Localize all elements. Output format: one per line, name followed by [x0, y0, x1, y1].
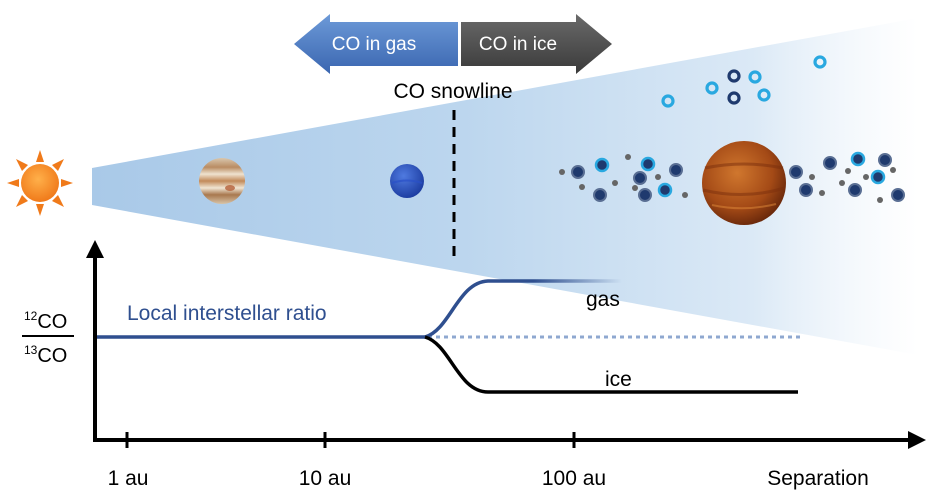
ice-grains — [661, 55, 827, 108]
x-tick-label: 10 au — [299, 467, 352, 490]
gas-curve-label: gas — [586, 288, 620, 311]
ylabel-bottom: CO — [37, 345, 67, 367]
svg-text:13CO: 13CO — [24, 343, 67, 367]
jupiter-like-planet-icon — [199, 158, 245, 204]
y-axis-label: 12CO 13CO — [22, 309, 74, 367]
neptune-like-planet-icon — [390, 164, 424, 198]
co-in-ice-label: CO in ice — [479, 34, 557, 55]
co-in-gas-label: CO in gas — [332, 34, 416, 55]
local-ratio-label: Local interstellar ratio — [127, 302, 327, 325]
ylabel-bottom-sup: 13 — [24, 343, 38, 357]
co-in-gas-arrow: CO in gas — [294, 14, 458, 74]
plot-axes — [86, 240, 926, 449]
ylabel-top: CO — [37, 311, 67, 333]
ice-curve-label: ice — [605, 368, 632, 391]
x-tick-label: 100 au — [542, 467, 606, 490]
x-axis-label: Separation — [767, 467, 869, 490]
gas-curve — [424, 279, 622, 339]
hot-giant-planet-icon — [702, 141, 786, 225]
co-in-ice-arrow: CO in ice — [461, 14, 612, 74]
grain-cluster-right — [789, 151, 905, 203]
ylabel-top-sup: 12 — [24, 309, 38, 323]
x-tick-label: 1 au — [108, 467, 149, 490]
ice-curve — [424, 335, 798, 394]
sun-icon — [7, 150, 73, 216]
snowline-label: CO snowline — [393, 80, 512, 103]
grain-cluster-left — [559, 154, 688, 202]
protoplanetary-disk — [92, 18, 918, 355]
svg-text:12CO: 12CO — [24, 309, 67, 333]
